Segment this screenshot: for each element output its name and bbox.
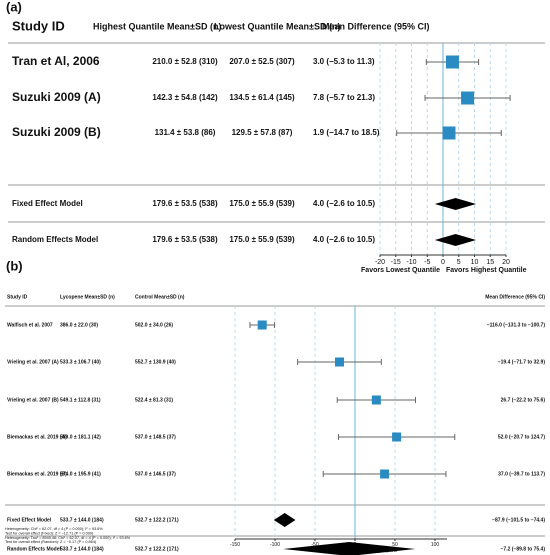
ci-label: −87.9 (−101.5 to −74.4) <box>492 517 545 523</box>
panel-label: (b) <box>6 258 23 273</box>
ci-label: −116.0 (−131.3 to −100.7) <box>487 322 546 328</box>
group1-value: 179.6 ± 53.5 (538) <box>152 235 218 244</box>
pooled-diamond <box>434 198 477 210</box>
ci-label: 26.7 (−22.2 to 75.6) <box>501 397 546 403</box>
x-tick-label: -20 <box>375 259 385 266</box>
group1-value: 179.6 ± 53.5 (538) <box>152 199 218 208</box>
column-header: Study ID <box>12 18 65 33</box>
column-header: Highest Quantile Mean±SD (n) <box>93 21 221 31</box>
effect-square <box>380 469 390 479</box>
study-name: Fixed Effect Model <box>7 517 52 523</box>
ci-label: −19.4 (−71.7 to 32.9) <box>498 359 546 365</box>
study-name: Suzuki 2009 (B) <box>12 125 101 139</box>
effect-square <box>371 395 381 405</box>
column-header: Control Mean±SD (n) <box>135 294 185 300</box>
footnote: Test for overall effect (Fixed): Z = −12… <box>5 531 94 535</box>
group2-value: 532.7 ± 122.2 (171) <box>135 546 179 552</box>
column-header: Mean Difference (95% CI) <box>485 294 545 300</box>
study-name: Random Effects Model <box>7 546 62 552</box>
ci-label: 4.0 (−2.6 to 10.5) <box>313 235 375 244</box>
footnote: Heterogeneity: Tau² = 8949.46; Chi² = 62… <box>5 536 131 540</box>
group2-value: 129.5 ± 57.8 (87) <box>232 128 293 137</box>
study-name: Random Effects Model <box>12 235 98 244</box>
group1-value: 386.0 ± 22.0 (30) <box>60 322 98 328</box>
group2-value: 522.4 ± 81.3 (31) <box>135 397 173 403</box>
effect-square <box>461 91 475 105</box>
group2-value: 134.5 ± 61.4 (145) <box>229 93 295 102</box>
group1-value: 142.3 ± 54.8 (142) <box>152 93 218 102</box>
x-tick-label: 15 <box>486 259 494 266</box>
group1-value: 589.0 ± 181.1 (42) <box>60 434 101 440</box>
x-tick-label: -50 <box>311 542 318 548</box>
effect-square <box>392 432 402 442</box>
ci-label: 3.0 (−5.3 to 11.3) <box>313 57 375 66</box>
column-header: Mean Difference (95% CI) <box>322 21 430 31</box>
pooled-diamond <box>434 234 477 246</box>
ci-label: 37.0 (−39.7 to 113.7) <box>498 471 545 477</box>
x-tick-label: 10 <box>471 259 479 266</box>
footnote: Heterogeneity: Chi² = 62.07, df = 4 (P =… <box>5 527 103 531</box>
group2-value: 502.0 ± 34.0 (26) <box>135 322 173 328</box>
group2-value: 537.0 ± 146.5 (37) <box>135 471 176 477</box>
study-name: Tran et Al, 2006 <box>12 54 100 68</box>
group2-value: 532.7 ± 122.2 (171) <box>135 517 179 523</box>
panel-label: (a) <box>6 0 22 14</box>
x-tick-label: -10 <box>406 259 416 266</box>
group1-value: 533.7 ± 144.0 (184) <box>60 546 104 552</box>
effect-square <box>334 357 344 367</box>
x-axis-label: Favors Lowest Quantile <box>361 267 440 274</box>
x-tick-label: 100 <box>431 542 440 548</box>
pooled-diamond <box>283 542 416 555</box>
x-tick-label: -150 <box>230 542 240 548</box>
group1-value: 533.3 ± 106.7 (40) <box>60 359 101 365</box>
effect-square <box>257 320 267 330</box>
group2-value: 537.0 ± 148.5 (37) <box>135 434 176 440</box>
x-tick-label: 0 <box>441 259 445 266</box>
x-axis-label: Favors Highest Quantile <box>446 267 527 274</box>
study-name: Vrieling et al. 2007 (B) <box>7 397 59 403</box>
x-tick-label: 50 <box>392 542 398 548</box>
study-name: Suzuki 2009 (A) <box>12 90 101 104</box>
column-header: Study ID <box>7 294 28 300</box>
group1-value: 574.0 ± 195.9 (41) <box>60 471 101 477</box>
study-name: Vrieling et al. 2007 (A) <box>7 359 59 365</box>
x-tick-label: -5 <box>424 259 430 266</box>
ci-label: 1.9 (−14.7 to 18.5) <box>313 128 380 137</box>
group2-value: 207.0 ± 52.5 (307) <box>229 57 295 66</box>
x-tick-label: 20 <box>502 259 510 266</box>
effect-square <box>445 55 459 69</box>
x-tick-label: -15 <box>391 259 401 266</box>
ci-label: 52.0 (−20.7 to 124.7) <box>498 434 545 440</box>
group1-value: 549.1 ± 112.8 (31) <box>60 397 101 403</box>
x-tick-label: -100 <box>270 542 280 548</box>
study-name: Biemackas et al. 2019 (B) <box>7 471 67 477</box>
study-name: Walfisch et al. 2007 <box>7 322 53 328</box>
ci-label: 4.0 (−2.6 to 10.5) <box>313 199 375 208</box>
effect-square <box>442 126 456 140</box>
ci-label: −7.2 (−89.8 to 75.4) <box>501 546 546 552</box>
pooled-diamond <box>273 513 296 527</box>
study-name: Fixed Effect Model <box>12 199 83 208</box>
group2-value: 175.0 ± 55.9 (539) <box>229 235 295 244</box>
ci-label: 7.8 (−5.7 to 21.3) <box>313 93 375 102</box>
group1-value: 210.0 ± 52.8 (310) <box>152 57 218 66</box>
study-name: Biemackas et al. 2019 (A) <box>7 434 67 440</box>
x-tick-label: 5 <box>457 259 461 266</box>
group2-value: 175.0 ± 55.9 (539) <box>229 199 295 208</box>
column-header: Lycopene Mean±SD (n) <box>60 294 115 300</box>
group1-value: 131.4 ± 53.8 (86) <box>155 128 216 137</box>
footnote: Test for overall effect (Random): Z = −0… <box>5 540 97 544</box>
group1-value: 533.7 ± 144.0 (184) <box>60 517 104 523</box>
group2-value: 552.7 ± 130.9 (40) <box>135 359 176 365</box>
column-header: Lowest Quantile Mean±SD (n) <box>214 21 340 31</box>
